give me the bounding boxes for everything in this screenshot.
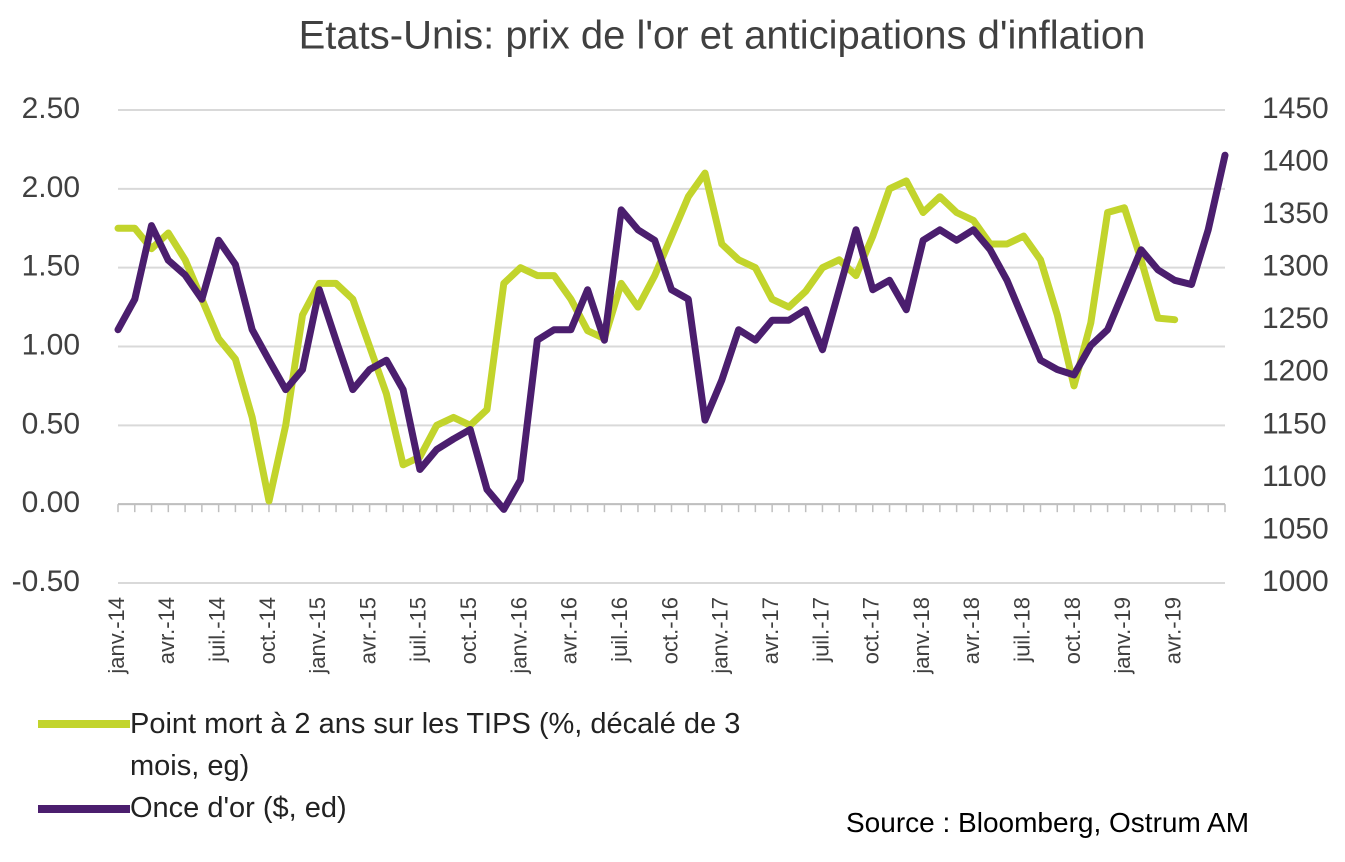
x-tick-label: juil.-14 xyxy=(204,597,229,663)
x-tick-label: janv.-17 xyxy=(708,597,733,675)
y-tick-label: 2.50 xyxy=(22,92,80,125)
y2-tick-label: 1350 xyxy=(1262,197,1329,230)
y-tick-label: 2.00 xyxy=(22,171,80,204)
source: Source : Bloomberg, Ostrum AM xyxy=(846,807,1250,838)
y2-tick-label: 1200 xyxy=(1262,355,1329,388)
y2-tick-label: 1250 xyxy=(1262,302,1329,335)
x-tick-label: oct.-17 xyxy=(859,597,884,664)
y-tick-label: 1.00 xyxy=(22,328,80,361)
x-tick-label: oct.-15 xyxy=(456,597,481,664)
y2-tick-label: 1300 xyxy=(1262,250,1329,283)
y2-tick-label: 1400 xyxy=(1262,144,1329,177)
x-tick-label: janv.-16 xyxy=(506,597,531,675)
series-line xyxy=(114,151,1229,513)
y-tick-label: 1.50 xyxy=(22,250,80,283)
x-tick-label: juil.-16 xyxy=(607,597,632,663)
x-tick-label: janv.-15 xyxy=(305,597,330,675)
legend-swatch xyxy=(38,805,130,813)
x-tick-label: juil.-15 xyxy=(406,597,431,663)
x-tick-label: avr.-14 xyxy=(154,597,179,664)
y2-tick-label: 1050 xyxy=(1262,512,1329,545)
x-tick-label: juil.-18 xyxy=(1010,597,1035,663)
x-tick-label: oct.-18 xyxy=(1060,597,1085,664)
x-tick-label: janv.-19 xyxy=(1110,597,1135,675)
x-tick-label: oct.-14 xyxy=(255,597,280,664)
x-tick-label: avr.-18 xyxy=(959,597,984,664)
y2-tick-label: 1450 xyxy=(1262,92,1329,125)
legend-label: Once d'or ($, ed) xyxy=(130,792,347,824)
legend-swatch xyxy=(38,720,130,728)
y-tick-label: 0.00 xyxy=(22,486,80,519)
y2-tick-label: 1100 xyxy=(1262,460,1327,493)
x-tick-label: avr.-17 xyxy=(758,597,783,664)
y-tick-label: -0.50 xyxy=(12,565,80,598)
y2-tick-label: 1150 xyxy=(1262,407,1327,440)
x-tick-label: avr.-16 xyxy=(557,597,582,664)
series-line xyxy=(114,169,1179,505)
x-tick-label: oct.-16 xyxy=(657,597,682,664)
x-tick-label: avr.-15 xyxy=(355,597,380,664)
legend-label: Point mort à 2 ans sur les TIPS (%, déca… xyxy=(130,708,741,782)
x-tick-label: janv.-18 xyxy=(909,597,934,675)
x-tick-label: avr.-19 xyxy=(1160,597,1185,664)
x-tick-label: janv.-14 xyxy=(104,597,129,675)
x-tick-label: juil.-17 xyxy=(808,597,833,663)
y-tick-label: 0.50 xyxy=(22,407,80,440)
chart-title: Etats-Unis: prix de l'or et anticipation… xyxy=(299,14,1146,58)
y2-tick-label: 1000 xyxy=(1262,565,1329,598)
